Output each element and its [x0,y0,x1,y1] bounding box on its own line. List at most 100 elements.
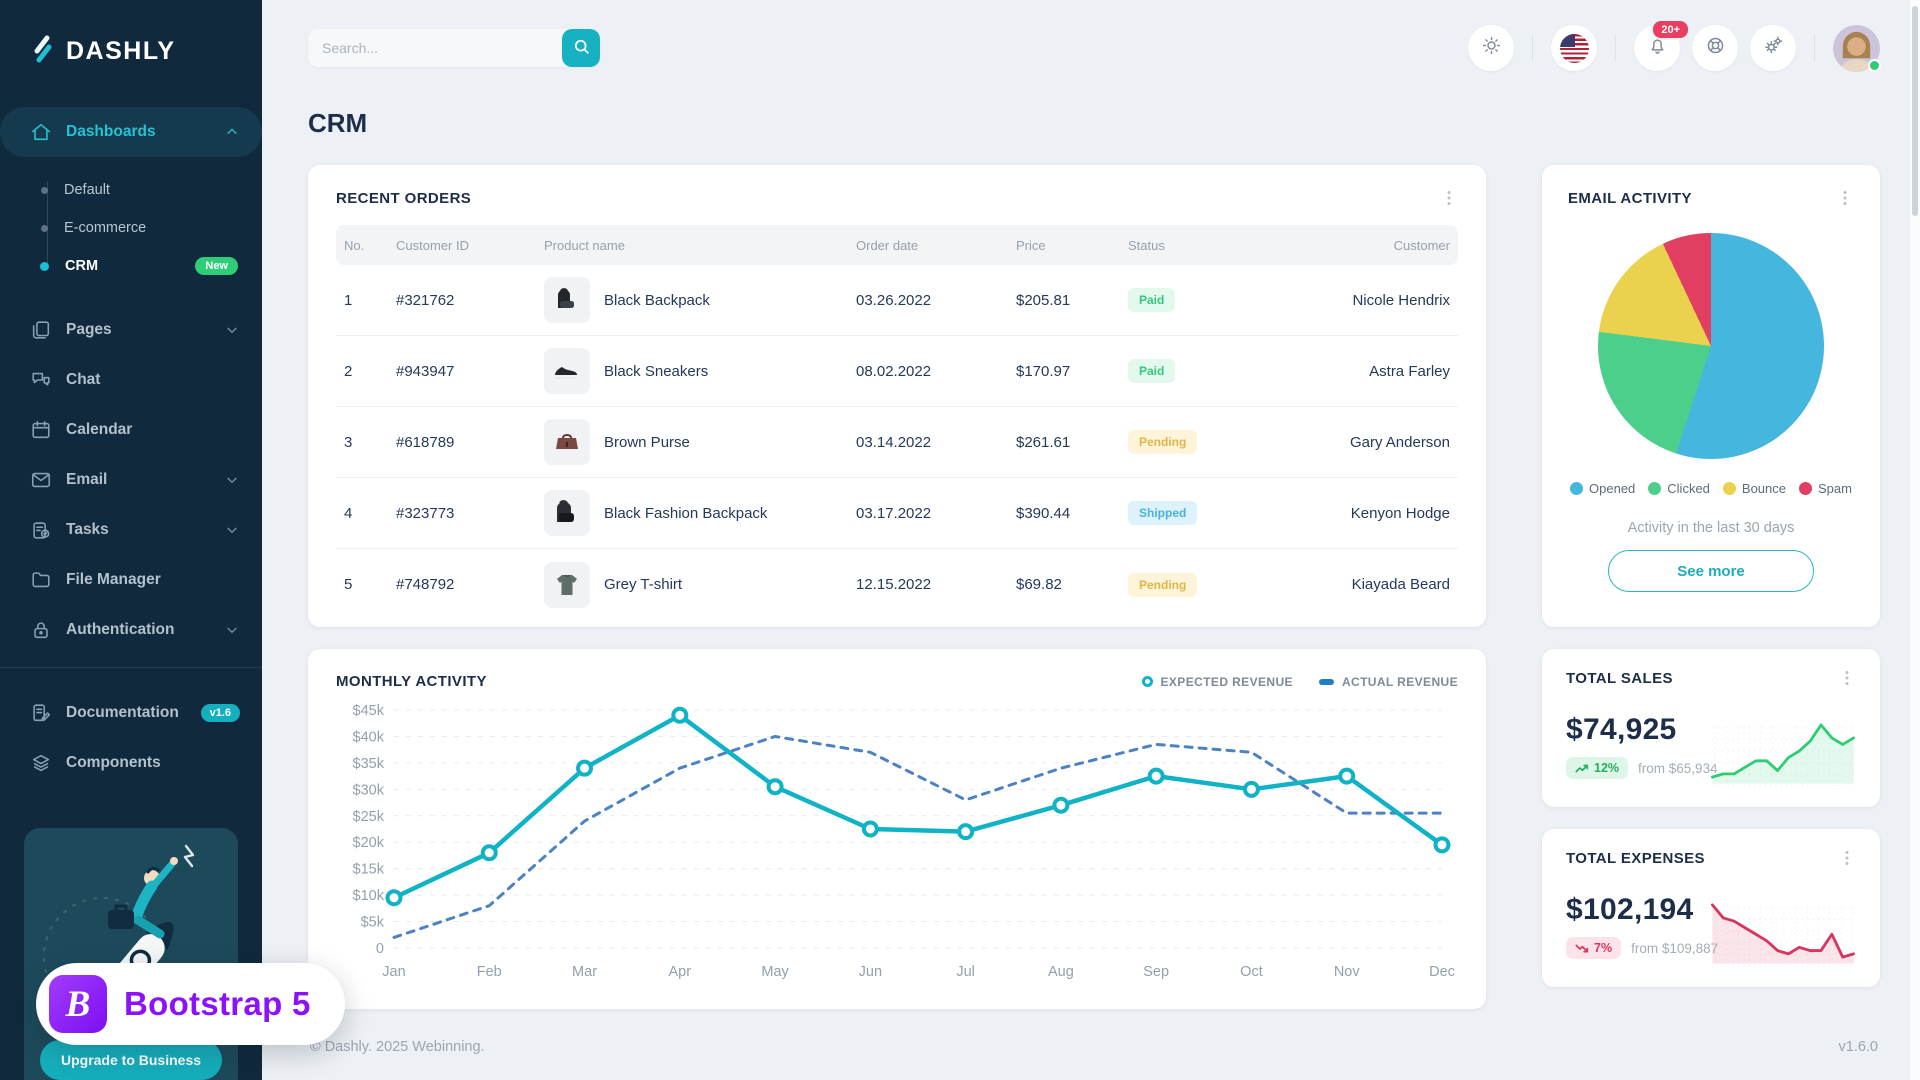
legend-item-bounce[interactable]: Bounce [1722,481,1786,496]
order-date: 03.17.2022 [856,504,932,522]
submenu-label: CRM [65,258,99,274]
order-no: 4 [344,504,353,522]
svg-text:Aug: Aug [1048,964,1074,980]
app-logo[interactable]: DASHLY [0,0,262,69]
legend-item-expected-revenue[interactable]: EXPECTED REVENUE [1141,674,1293,689]
dashboards-submenu: Default E-commerce CRM New [0,157,262,291]
sidebar-item-documentation[interactable]: Documentation v1.6 [0,688,262,738]
column-header: Customer ID [396,237,469,253]
search-button[interactable] [562,29,600,67]
email-icon [30,469,52,491]
total-expenses-menu-button[interactable] [1838,849,1856,867]
sidebar-item-label: Documentation [66,704,179,721]
legend-label: EXPECTED REVENUE [1160,674,1293,689]
language-button[interactable] [1551,25,1597,71]
product-name: Black Fashion Backpack [604,504,768,522]
table-row[interactable]: 1 #321762 Black Backpack 03.26.2022 $205.81 P… [336,265,1458,336]
legend-item-spam[interactable]: Spam [1799,481,1852,496]
see-more-button[interactable]: See more [1608,550,1814,592]
svg-text:Jun: Jun [859,964,882,980]
total-sales-card: TOTAL SALES $74,925 12% from $65,934 [1542,649,1880,807]
customer-name: Gary Anderson [1349,433,1450,451]
sidebar-item-file-manager[interactable]: File Manager [0,555,262,605]
email-activity-menu-button[interactable] [1836,189,1854,207]
sidebar-item-label: Pages [66,321,112,338]
table-row[interactable]: 2 #943947 Black Sneakers 08.02.2022 $170.97 P… [336,336,1458,407]
email-activity-card: EMAIL ACTIVITY Opened Clicked Bounce Spam A… [1542,165,1880,627]
product-name: Brown Purse [604,433,690,451]
legend-item-opened[interactable]: Opened [1570,481,1635,496]
scrollbar-thumb[interactable] [1912,6,1918,216]
legend-label: Bounce [1741,481,1786,496]
svg-text:$15k: $15k [353,862,385,878]
legend-dot [1648,482,1662,495]
order-price: $205.81 [1016,291,1071,309]
footer-version: v1.6.0 [1838,1039,1879,1055]
customer-name: Kenyon Hodge [1350,504,1450,522]
product-thumbnail [544,561,590,608]
svg-text:Nov: Nov [1334,964,1361,980]
sidebar-subitem-e-commerce[interactable]: E-commerce [0,209,262,247]
notifications-button[interactable]: 20+ [1634,19,1690,71]
app-name: DASHLY [66,37,176,65]
sidebar-item-components[interactable]: Components [0,738,262,788]
status-badge: Paid [1128,288,1176,312]
sidebar-divider [0,667,262,668]
submenu-label: Default [64,182,110,198]
product-thumbnail [544,348,590,394]
settings-button[interactable] [1750,25,1796,71]
status-badge: Pending [1128,430,1198,454]
sidebar-subitem-crm[interactable]: CRM New [0,247,262,285]
order-no: 3 [344,433,353,451]
notification-count-badge: 20+ [1651,19,1690,40]
email-activity-subtitle: Activity in the last 30 days [1627,520,1795,536]
search-icon [572,37,591,59]
email-activity-legend: Opened Clicked Bounce Spam [1568,481,1854,496]
sidebar-item-calendar[interactable]: Calendar [0,405,262,455]
sidebar-item-email[interactable]: Email [0,455,262,505]
topbar-divider [1532,34,1533,62]
sidebar-secondary-menu: Documentation v1.6 Components [0,688,262,788]
svg-text:$45k: $45k [353,703,385,719]
table-row[interactable]: 4 #323773 Black Fashion Backpack 03.17.2022… [336,478,1458,549]
sidebar-subitem-default[interactable]: Default [0,171,262,209]
svg-text:$40k: $40k [353,729,385,745]
sidebar-item-pages[interactable]: Pages [0,305,262,355]
sidebar-item-tasks[interactable]: Tasks [0,505,262,555]
help-button[interactable] [1692,25,1738,71]
bootstrap-logo-icon: B [49,975,107,1033]
svg-text:Mar: Mar [572,964,597,980]
search-input[interactable] [322,40,562,56]
sidebar-item-chat[interactable]: Chat [0,355,262,405]
svg-text:0: 0 [376,941,384,957]
svg-text:$5k: $5k [361,915,385,931]
total-expenses-delta-badge: 7% [1566,937,1622,959]
product-name: Black Backpack [604,291,710,309]
customer-name: Kiayada Beard [1351,576,1450,593]
page-scrollbar[interactable] [1910,0,1920,1080]
sidebar-item-dashboards[interactable]: Dashboards [0,107,262,157]
logo-slash-icon [30,34,56,69]
upgrade-to-business-button[interactable]: Upgrade to Business [40,1040,222,1080]
order-price: $170.97 [1016,362,1071,380]
sidebar-item-authentication[interactable]: Authentication [0,605,262,655]
monthly-activity-card: MONTHLY ACTIVITY EXPECTED REVENUE ACTUAL … [308,649,1486,1009]
theme-toggle-button[interactable] [1468,25,1514,71]
sidebar-item-label: Authentication [66,621,175,638]
footer: © Dashly. 2025 Webinning. v1.6.0 [308,1033,1880,1055]
total-sales-menu-button[interactable] [1838,669,1856,687]
table-row[interactable]: 3 #618789 Brown Purse 03.14.2022 $261.61 Pend… [336,407,1458,478]
table-row[interactable]: 5 #748792 Grey T-shirt 12.15.2022 $69.82 Pend… [336,549,1458,620]
total-expenses-compare: from $109,887 [1631,940,1719,956]
legend-item-clicked[interactable]: Clicked [1648,481,1710,496]
legend-dash-marker [1318,678,1334,685]
legend-item-actual-revenue[interactable]: ACTUAL REVENUE [1318,674,1458,689]
svg-text:$25k: $25k [353,809,385,825]
email-activity-title: EMAIL ACTIVITY [1568,189,1692,207]
user-avatar[interactable] [1833,24,1881,72]
recent-orders-menu-button[interactable] [1440,189,1458,207]
bootstrap-badge: B Bootstrap 5 [36,963,345,1045]
sidebar-item-label: Email [66,471,108,488]
chevron-down-icon [224,622,240,638]
legend-label: ACTUAL REVENUE [1341,674,1458,689]
